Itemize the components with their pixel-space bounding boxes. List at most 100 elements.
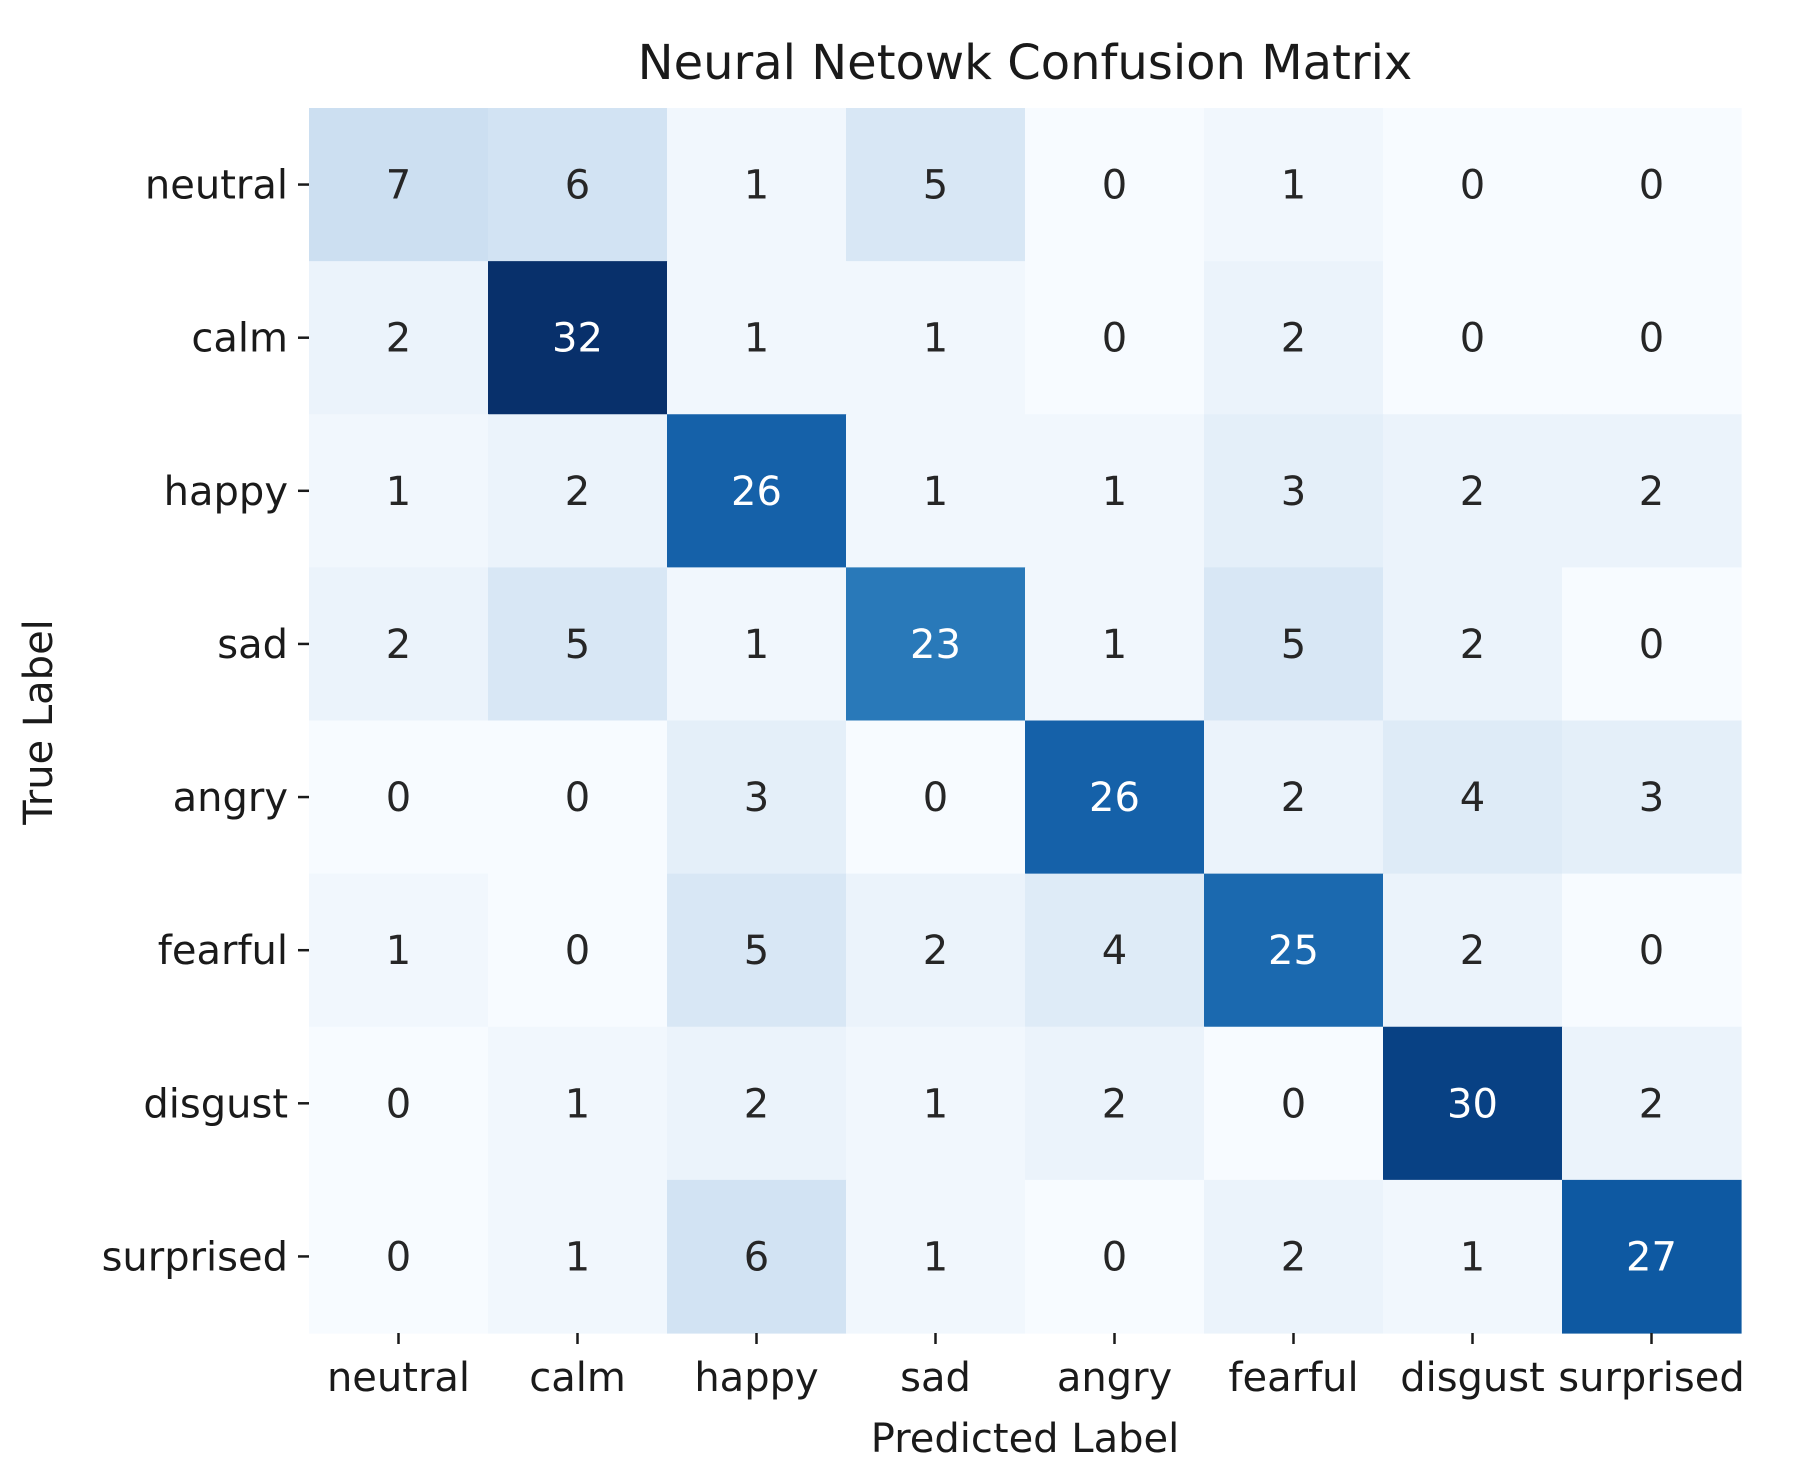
cell-value-label: 0: [1639, 622, 1664, 668]
cell-value-label: 0: [1281, 1081, 1306, 1127]
heatmap-cell: [1383, 1026, 1563, 1181]
heatmap-cell: [1204, 873, 1384, 1028]
y-axis-label: True Label: [16, 619, 62, 826]
y-tick-label: fearful: [158, 928, 288, 974]
cell-value-label: 25: [1268, 928, 1319, 974]
heatmap-cell: [1025, 1179, 1205, 1334]
cell-value-label: 0: [386, 775, 411, 821]
heatmap-cell: [1383, 108, 1563, 262]
x-tick-label: sad: [900, 1355, 971, 1401]
cell-value-label: 1: [1281, 163, 1306, 209]
heatmap-cell: [846, 1179, 1026, 1334]
heatmap-cell: [488, 108, 668, 262]
heatmap-cell: [1562, 567, 1742, 722]
cell-value-label: 1: [923, 316, 948, 362]
heatmap-cell: [488, 567, 668, 722]
cell-value-label: 0: [565, 775, 590, 821]
cell-value-label: 2: [1102, 1081, 1127, 1127]
heatmap-cell: [1562, 720, 1742, 875]
cell-value-label: 1: [1460, 1234, 1485, 1280]
heatmap-cell: [1383, 873, 1563, 1028]
y-tick-label: happy: [164, 469, 288, 515]
cell-value-label: 0: [1639, 163, 1664, 209]
heatmap-cell: [667, 108, 847, 262]
heatmap-cell: [1204, 414, 1384, 568]
cell-value-label: 2: [386, 622, 411, 668]
y-tick-label: angry: [173, 775, 288, 821]
cell-value-label: 1: [744, 163, 769, 209]
x-axis-label: Predicted Label: [871, 1416, 1179, 1462]
heatmap-cell: [1025, 567, 1205, 722]
heatmap-cell: [1025, 414, 1205, 568]
x-tick-label: neutral: [327, 1355, 470, 1401]
heatmap-cell: [488, 1026, 668, 1181]
heatmap-cell: [488, 414, 668, 568]
cell-value-label: 1: [744, 316, 769, 362]
x-tick-label: happy: [694, 1355, 818, 1401]
cell-value-label: 30: [1447, 1081, 1498, 1127]
heatmap-cell: [846, 873, 1026, 1028]
heatmap-cell: [667, 414, 847, 568]
heatmap-cell: [846, 414, 1026, 568]
cell-value-label: 0: [1639, 928, 1664, 974]
cell-value-label: 0: [1460, 316, 1485, 362]
cell-value-label: 2: [1460, 622, 1485, 668]
cell-value-label: 1: [923, 469, 948, 515]
heatmap-cell: [309, 873, 489, 1028]
cell-value-label: 32: [552, 316, 603, 362]
cell-value-label: 26: [1089, 775, 1140, 821]
cell-value-label: 0: [1102, 316, 1127, 362]
heatmap-cell: [309, 567, 489, 722]
cell-value-label: 0: [1102, 163, 1127, 209]
heatmap-cell: [1562, 873, 1742, 1028]
cell-value-label: 2: [1639, 469, 1664, 515]
x-tick-label: surprised: [1558, 1355, 1744, 1401]
cell-value-label: 2: [1281, 1234, 1306, 1280]
heatmap-cell: [846, 567, 1026, 722]
heatmap-cell: [667, 567, 847, 722]
y-tick-label: neutral: [145, 163, 288, 209]
x-tick-label: disgust: [1400, 1355, 1545, 1401]
heatmap-cell: [1383, 414, 1563, 568]
heatmap-cell: [309, 261, 489, 415]
cell-value-label: 0: [923, 775, 948, 821]
x-tick-label: calm: [529, 1355, 626, 1401]
heatmap-cell: [488, 873, 668, 1028]
cell-value-label: 2: [1639, 1081, 1664, 1127]
heatmap-cell: [309, 1179, 489, 1334]
heatmap-cell: [1025, 720, 1205, 875]
y-axis: neutral calm happy sad angry fearful disgust su…: [102, 163, 309, 1280]
cell-value-label: 3: [744, 775, 769, 821]
cell-value-label: 0: [386, 1081, 411, 1127]
cell-value-label: 1: [923, 1081, 948, 1127]
cell-value-label: 5: [565, 622, 590, 668]
heatmap-cell: [1562, 1026, 1742, 1181]
cell-value-label: 2: [1460, 928, 1485, 974]
cell-value-label: 1: [565, 1234, 590, 1280]
cell-value-label: 0: [565, 928, 590, 974]
heatmap-cell: [488, 261, 668, 415]
heatmap-cell: [1204, 720, 1384, 875]
heatmap-cell: [1562, 261, 1742, 415]
heatmap-cell: [846, 108, 1026, 262]
heatmap-cell: [1204, 1026, 1384, 1181]
cell-value-label: 1: [1102, 622, 1127, 668]
cell-value-label: 0: [1460, 163, 1485, 209]
x-tick-label: angry: [1057, 1355, 1172, 1401]
cell-value-label: 6: [565, 163, 590, 209]
cell-value-label: 1: [386, 928, 411, 974]
cell-value-label: 1: [744, 622, 769, 668]
heatmap-cell: [1562, 414, 1742, 568]
cell-value-label: 2: [744, 1081, 769, 1127]
cell-value-label: 5: [923, 163, 948, 209]
heatmap-cell: [309, 414, 489, 568]
cell-value-label: 26: [731, 469, 782, 515]
chart-title: Neural Netowk Confusion Matrix: [638, 35, 1413, 91]
cell-value-label: 23: [910, 622, 961, 668]
y-tick-label: calm: [191, 316, 288, 362]
heatmap-cell: [309, 108, 489, 262]
cell-value-label: 5: [744, 928, 769, 974]
heatmap-cells: [309, 108, 1742, 1334]
cell-value-label: 0: [386, 1234, 411, 1280]
cell-value-label: 4: [1102, 928, 1127, 974]
